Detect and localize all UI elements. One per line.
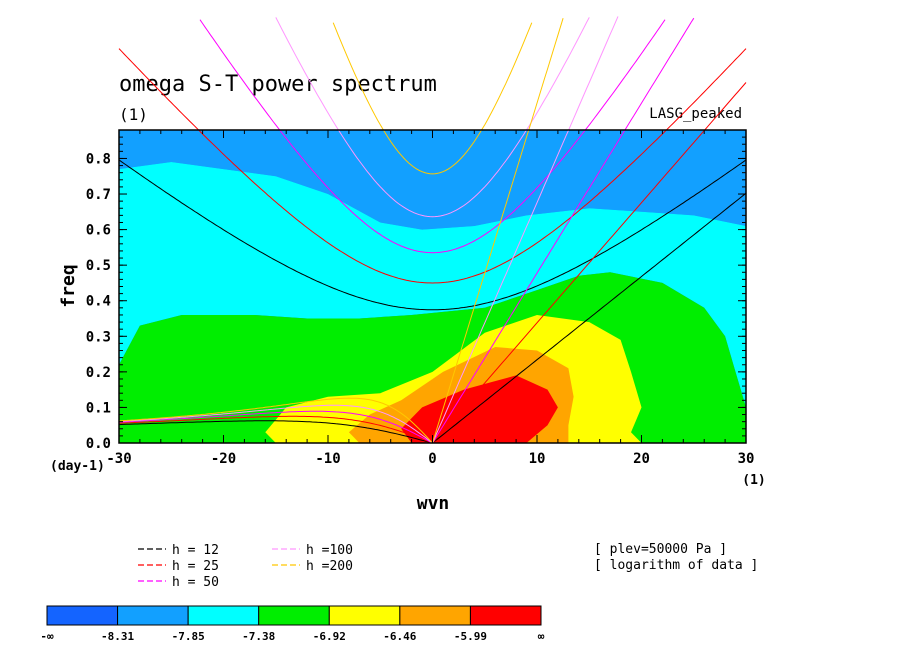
gravity-curve-h25 bbox=[197, 130, 668, 284]
y-tick-label: 0.0 bbox=[86, 436, 111, 452]
colorbar-swatch bbox=[117, 605, 189, 626]
x-tick-label: 20 bbox=[633, 451, 650, 467]
legend-label: h = 12 bbox=[172, 543, 219, 558]
chart-title: omega S-T power spectrum bbox=[119, 72, 437, 97]
legend-label: h =200 bbox=[306, 559, 353, 574]
kelvin-curve-h12 bbox=[432, 192, 746, 443]
legend-label: h = 50 bbox=[172, 575, 219, 590]
gravity-curve-h12 bbox=[119, 159, 746, 311]
y-axis-label: freq bbox=[58, 264, 79, 307]
colorbar-label: -8.31 bbox=[101, 630, 134, 643]
colorbar-label: ∞ bbox=[538, 630, 545, 643]
contour-region-2 bbox=[119, 130, 746, 230]
gravity-curve-h100-upper bbox=[275, 17, 590, 130]
kelvin-curve-h50-upper bbox=[624, 17, 695, 130]
x-tick-label: -20 bbox=[211, 451, 236, 467]
kelvin-curve-h25 bbox=[432, 130, 706, 443]
colorbar-swatch bbox=[399, 605, 471, 626]
kelvin-curve-h200-upper bbox=[528, 18, 564, 130]
x-tick-label: 30 bbox=[738, 451, 755, 467]
contour-region-3 bbox=[119, 162, 746, 408]
rossby-curve-h200 bbox=[119, 397, 433, 443]
y-tick-label: 0.2 bbox=[86, 365, 111, 381]
colorbar: -∞ -8.31 -7.85 -7.38 -6.92 -6.46 -5.99 ∞ bbox=[40, 605, 545, 643]
y-tick-label: 0.4 bbox=[86, 294, 111, 310]
legend-label: h =100 bbox=[306, 543, 353, 558]
contour-region-7 bbox=[401, 375, 558, 443]
y-tick-label: 0.3 bbox=[86, 329, 111, 345]
kelvin-curve-h50 bbox=[432, 130, 626, 443]
colorbar-swatch bbox=[187, 605, 260, 626]
colorbar-swatch bbox=[328, 605, 401, 626]
colorbar-label: -7.38 bbox=[242, 630, 275, 643]
x-tick-label: 0 bbox=[428, 451, 436, 467]
y-axis-ticks: 0.0 0.1 0.2 0.3 0.4 0.5 0.6 0.7 0.8 bbox=[86, 129, 746, 452]
x-tick-label: -10 bbox=[315, 451, 340, 467]
gravity-curve-h100 bbox=[337, 130, 528, 218]
rossby-curve-h12 bbox=[119, 420, 433, 443]
y-tick-label: 0.7 bbox=[86, 187, 111, 203]
dispersion-curves-above-plot bbox=[118, 16, 747, 130]
y-tick-label: 0.8 bbox=[86, 151, 111, 167]
x-unit-label: (1) bbox=[742, 473, 765, 488]
gravity-curve-h200 bbox=[382, 130, 483, 175]
gravity-curve-h200-upper bbox=[332, 22, 533, 130]
kelvin-curve-h100 bbox=[432, 130, 570, 443]
y-tick-label: 0.5 bbox=[86, 258, 111, 274]
annotation-log: [ logarithm of data ] bbox=[594, 558, 758, 573]
rossby-curve-h25 bbox=[119, 415, 433, 443]
colorbar-label: -6.92 bbox=[313, 630, 346, 643]
x-axis-label: wvn bbox=[417, 493, 450, 514]
gravity-curve-h50-upper bbox=[199, 19, 666, 130]
dispersion-curves bbox=[119, 130, 746, 443]
legend-label: h = 25 bbox=[172, 559, 219, 574]
kelvin-curve-h100-upper bbox=[568, 16, 619, 130]
y-tick-label: 0.6 bbox=[86, 223, 111, 239]
gravity-curve-h50 bbox=[279, 130, 586, 254]
colorbar-label: -5.99 bbox=[454, 630, 487, 643]
annotation-plev: [ plev=50000 Pa ] bbox=[594, 542, 727, 557]
rossby-curve-h50 bbox=[119, 410, 433, 443]
colorbar-label: -∞ bbox=[40, 630, 54, 643]
x-tick-label: -30 bbox=[106, 451, 131, 467]
x-tick-label: 10 bbox=[529, 451, 546, 467]
kelvin-curve-h200 bbox=[432, 130, 530, 443]
colorbar-label: -6.46 bbox=[383, 630, 416, 643]
y-unit-label: (day-1) bbox=[50, 459, 105, 474]
colorbar-swatch bbox=[469, 605, 542, 626]
rossby-curve-h100 bbox=[119, 404, 433, 443]
colorbar-swatch bbox=[46, 605, 119, 626]
x-axis-ticks: -30 -20 -10 0 10 20 30 bbox=[106, 130, 754, 467]
colorbar-swatch bbox=[258, 605, 330, 626]
model-label: LASG_peaked bbox=[649, 106, 742, 122]
y-tick-label: 0.1 bbox=[86, 400, 111, 416]
colorbar-label: -7.85 bbox=[172, 630, 205, 643]
contour-regions bbox=[119, 130, 746, 443]
units-label: (1) bbox=[119, 105, 148, 124]
